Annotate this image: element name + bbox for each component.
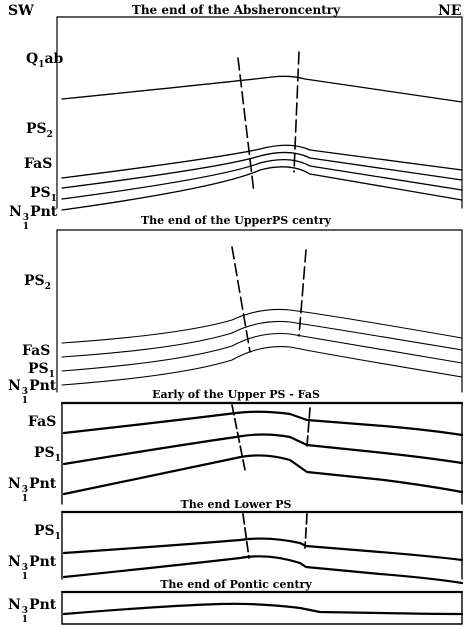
horizon-ps1-base [61,332,463,372]
panel-1 [56,16,463,211]
fault-right [304,513,308,549]
panel-3 [60,401,464,505]
fault-right [306,407,311,447]
horizon-pnt-base [62,454,464,496]
label-q1ab: Q1ab [26,51,64,70]
horizon-ps1-base [62,537,464,562]
horizon-fas-base [61,320,463,358]
label-ps2: PS2 [26,121,53,140]
horizon-ps1-base [61,159,463,200]
fault-left [237,57,255,194]
horizon-ps2-base [61,144,463,179]
horizon-qab [61,75,463,103]
panel-3-title: Early of the Upper PS - FaS [152,388,320,401]
panel-5-title: The end of Pontic centry [160,578,312,591]
fault-left [231,246,251,353]
panel-4-title: The end Lower PS [180,498,292,511]
fault-right [298,249,307,337]
label-ne: NE [438,3,462,19]
label-n1-3-pnt: N 3 1 Pnt [8,476,57,504]
label-fas: FaS [22,343,51,359]
horizon-fas-base [62,410,464,437]
label-fas: FaS [28,414,57,430]
horizon-pnt-base [62,555,464,585]
panel-2-title: The end of the UpperPS centry [140,214,332,227]
horizon-ps2-base [61,308,463,344]
label-n1-3-pnt: N 3 1 Pnt [9,204,58,232]
panel-4 [60,510,464,585]
horizon-pnt-base [61,345,463,386]
fault-left [231,404,246,471]
horizon-fas-base [61,151,463,189]
fault-left [242,513,250,559]
fault-right [293,51,300,173]
label-n1-3-pnt: N 3 1 Pnt [8,378,57,406]
panel-1-title: The end of the Absheroncentry [131,3,341,17]
label-ps2: PS2 [24,273,51,292]
label-n1-3-pnt: N 3 1 Pnt [8,554,57,582]
horizon-pnt-base [61,166,463,211]
label-ps1: PS1 [30,185,57,204]
horizon-pnt-base [62,602,464,616]
panel-5 [60,590,464,625]
label-ps1: PS1 [28,361,55,380]
label-n1-3-pnt: N 3 1 Pnt [8,597,57,625]
label-ps1: PS1 [34,445,61,464]
horizon-ps1-base [62,433,464,466]
panel-2 [56,229,463,393]
label-sw: SW [8,3,34,19]
label-ps1: PS1 [34,523,61,542]
label-fas: FaS [24,156,53,172]
